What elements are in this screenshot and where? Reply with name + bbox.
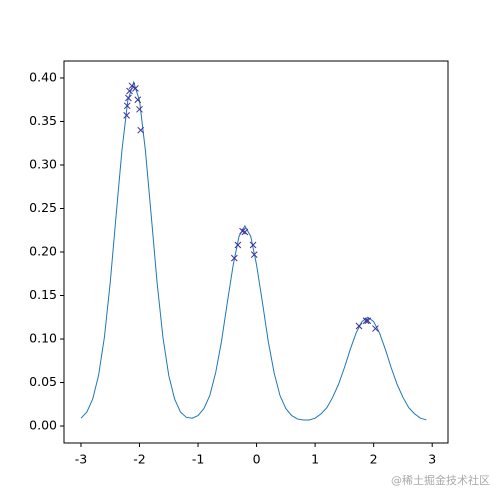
marker [230,254,238,262]
marker [364,317,372,325]
marker [241,228,249,236]
marker [137,126,145,134]
y-tick-label: 0.10 [29,331,57,346]
marker [250,251,258,258]
y-tick-label: 0.30 [29,156,57,171]
marker [239,227,246,235]
y-tick-label: 0.05 [29,374,57,389]
y-tick-label: 0.00 [29,418,57,433]
x-tick-label: -1 [192,452,204,467]
x-tick-label: 1 [311,452,319,467]
marker [234,241,242,249]
y-tick-label: 0.20 [29,244,57,259]
marker [125,94,132,102]
marker [126,87,133,95]
marker [132,85,139,92]
y-tick-label: 0.35 [29,113,57,128]
x-tick-label: 2 [370,452,378,467]
watermark: @稀土掘金技术社区 [391,473,490,487]
marker [249,241,257,249]
marker [362,317,370,325]
y-tick-label: 0.40 [29,69,57,84]
x-tick-label: -2 [133,452,145,467]
marker [123,112,130,119]
marker [123,102,131,110]
marker [372,325,379,332]
marker [136,105,143,113]
y-tick-label: 0.15 [29,287,57,302]
x-tick-label: -3 [75,452,87,467]
y-tick-label: 0.25 [29,200,57,215]
marker [134,96,142,104]
x-tick-label: 3 [428,452,436,467]
marker [128,82,136,90]
x-tick-label: 0 [253,452,261,467]
plot-frame [63,60,449,444]
marker [355,322,363,330]
